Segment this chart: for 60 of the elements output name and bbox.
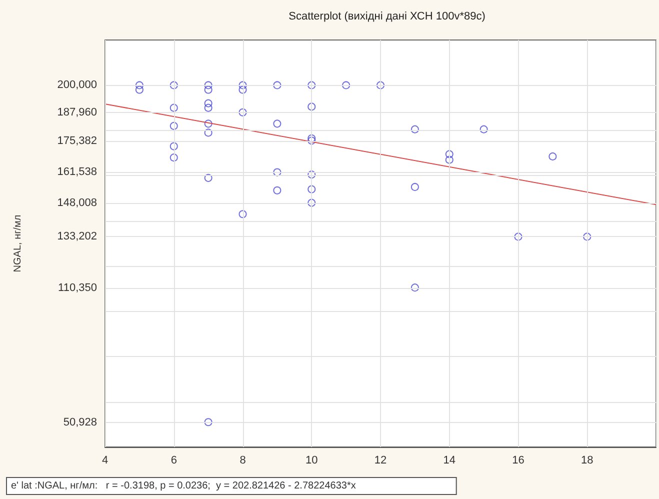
point <box>410 182 419 191</box>
x-tick-label: 16 <box>512 454 524 466</box>
y-tick-label: 148,008 <box>57 196 97 209</box>
point <box>273 186 282 194</box>
point <box>445 156 454 164</box>
point <box>273 81 282 90</box>
point <box>204 120 212 128</box>
point <box>410 125 419 134</box>
point <box>238 86 247 94</box>
point <box>342 81 350 90</box>
point <box>170 142 178 150</box>
point <box>514 232 522 241</box>
point <box>273 120 282 128</box>
point <box>308 170 316 179</box>
point <box>204 86 212 94</box>
point <box>170 154 178 162</box>
text: e' lat :NGAL, нг/мл: r = -0.3198, p = 0.0236; y = 202.821426 - 2.78224633*x <box>11 480 356 492</box>
point <box>204 81 212 90</box>
point <box>238 210 247 218</box>
point <box>204 99 212 108</box>
point <box>308 185 316 194</box>
y-tick-label: 200,000 <box>57 79 97 92</box>
point <box>170 81 178 90</box>
x-tick-label: 10 <box>306 454 318 466</box>
point <box>273 168 282 176</box>
point <box>308 102 316 111</box>
y-tick-label: 175,382 <box>57 134 97 147</box>
y-axis-title: NGAL, нг/мл <box>12 214 24 272</box>
point <box>308 198 316 207</box>
point <box>204 418 212 426</box>
y-tick-label: 161,538 <box>57 166 97 178</box>
y-tick-label: 110,350 <box>58 282 97 294</box>
point <box>170 104 178 112</box>
point <box>308 81 316 90</box>
point <box>170 122 178 130</box>
point <box>480 125 488 134</box>
chart-title: Scatterplot (вихідні дані ХСН 100v*89c) <box>288 10 486 22</box>
x-tick-label: 8 <box>240 454 246 466</box>
point <box>308 134 316 142</box>
point <box>238 108 247 116</box>
point <box>204 128 212 137</box>
x-tick-label: 14 <box>443 454 456 466</box>
x-tick-label: 6 <box>170 454 177 466</box>
point <box>238 81 247 90</box>
point <box>135 81 144 90</box>
point <box>548 152 557 160</box>
point <box>135 86 144 94</box>
point <box>445 150 454 158</box>
y-tick-label: 50,928 <box>63 416 97 428</box>
x-tick-label: 18 <box>581 454 594 466</box>
point <box>583 232 592 241</box>
y-tick-label: 133,202 <box>57 230 97 242</box>
point <box>204 104 212 112</box>
y-tick-label: 187,960 <box>57 106 97 118</box>
point <box>410 284 419 292</box>
point <box>308 136 316 145</box>
point <box>204 174 212 182</box>
point <box>376 81 384 90</box>
x-tick-label: 4 <box>102 454 108 466</box>
x-tick-label: 12 <box>374 454 387 466</box>
